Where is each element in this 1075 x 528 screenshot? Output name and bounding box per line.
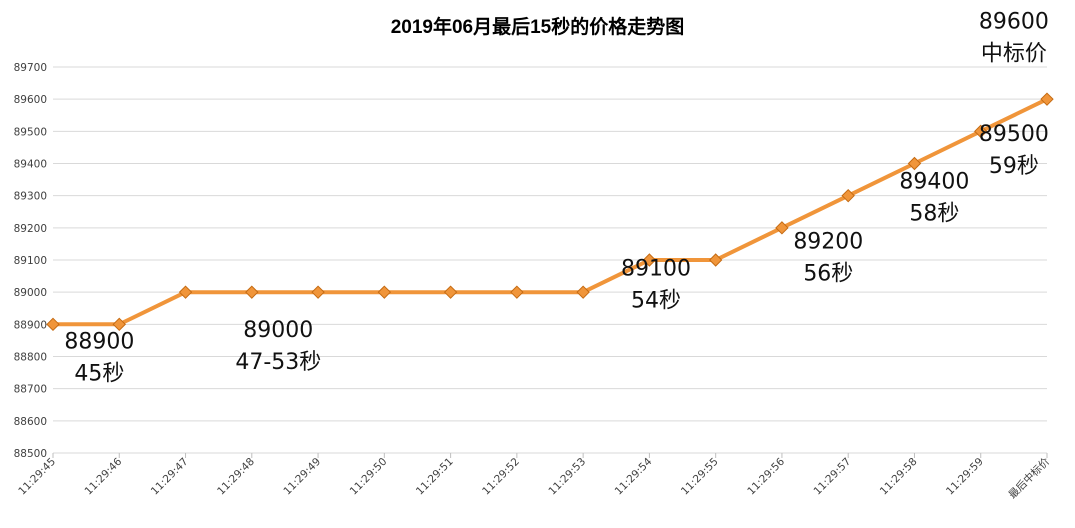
data-point-marker [245, 285, 259, 299]
annotation-label: 89000 [243, 318, 313, 343]
x-tick-label: 11:29:49 [281, 456, 323, 498]
x-tick-label: 11:29:50 [348, 456, 390, 498]
x-tick-label: 11:29:54 [613, 455, 655, 497]
y-tick-label: 89300 [14, 191, 47, 203]
y-tick-label: 89200 [14, 223, 47, 235]
data-point-marker [841, 188, 855, 203]
annotation-label: 45秒 [74, 361, 124, 386]
y-tick-label: 88500 [14, 448, 47, 460]
y-tick-label: 88800 [14, 352, 47, 364]
data-point-marker [510, 285, 524, 299]
data-point-marker [974, 124, 988, 139]
y-tick-label: 89500 [14, 126, 47, 138]
x-tick-label: 11:29:45 [16, 456, 58, 498]
y-tick-label: 89100 [14, 255, 47, 267]
annotation-label: 54秒 [631, 288, 681, 313]
y-tick-label: 89400 [14, 159, 47, 171]
data-point-marker [576, 285, 590, 299]
data-point-marker [46, 317, 60, 332]
data-point-marker [907, 156, 922, 171]
data-point-marker [708, 253, 723, 267]
x-tick-label: 11:29:51 [414, 456, 456, 498]
x-tick-label: 11:29:46 [83, 455, 125, 497]
y-tick-label: 89700 [14, 62, 47, 74]
x-tick-label: 11:29:59 [944, 456, 986, 498]
annotation-label: 56秒 [803, 262, 853, 287]
data-point-marker [1040, 92, 1054, 106]
data-point-marker [642, 253, 657, 267]
y-tick-label: 88700 [14, 384, 47, 396]
annotation-label: 89600 [979, 9, 1049, 34]
x-tick-label: 11:29:55 [679, 456, 721, 498]
x-tick-label: 11:29:58 [878, 456, 920, 498]
annotation-label: 88900 [64, 329, 134, 354]
x-tick-label: 11:29:52 [480, 456, 522, 498]
chart-title: 2019年06月最后15秒的价格走势图 [390, 17, 685, 38]
annotation-label: 89200 [793, 230, 863, 255]
data-point-marker [178, 285, 193, 299]
x-tick-label: 最后中标价 [1006, 455, 1053, 502]
data-point-marker [112, 317, 126, 332]
x-tick-label: 11:29:47 [149, 456, 191, 498]
annotation-label: 58秒 [909, 201, 959, 226]
y-tick-label: 88900 [14, 319, 47, 331]
series-line [51, 97, 1049, 327]
y-tick-label: 89600 [14, 94, 47, 106]
y-tick-label: 89000 [14, 287, 47, 299]
annotation-label: 89100 [621, 256, 691, 281]
data-point-marker [377, 285, 392, 299]
data-point-marker [311, 285, 325, 299]
y-tick-label: 88600 [14, 416, 47, 428]
x-tick-label: 11:29:48 [215, 456, 257, 498]
data-point-marker [775, 221, 789, 235]
annotation-label: 47-53秒 [235, 350, 321, 375]
annotation-label: 89500 [979, 122, 1049, 147]
annotation-label: 中标价 [981, 41, 1047, 66]
x-tick-label: 11:29:53 [546, 456, 588, 498]
x-tick-label: 11:29:56 [745, 455, 787, 497]
data-point-marker [443, 285, 458, 299]
annotation-label: 59秒 [989, 154, 1039, 179]
annotation-label: 89400 [899, 169, 969, 194]
x-tick-label: 11:29:57 [811, 456, 853, 498]
